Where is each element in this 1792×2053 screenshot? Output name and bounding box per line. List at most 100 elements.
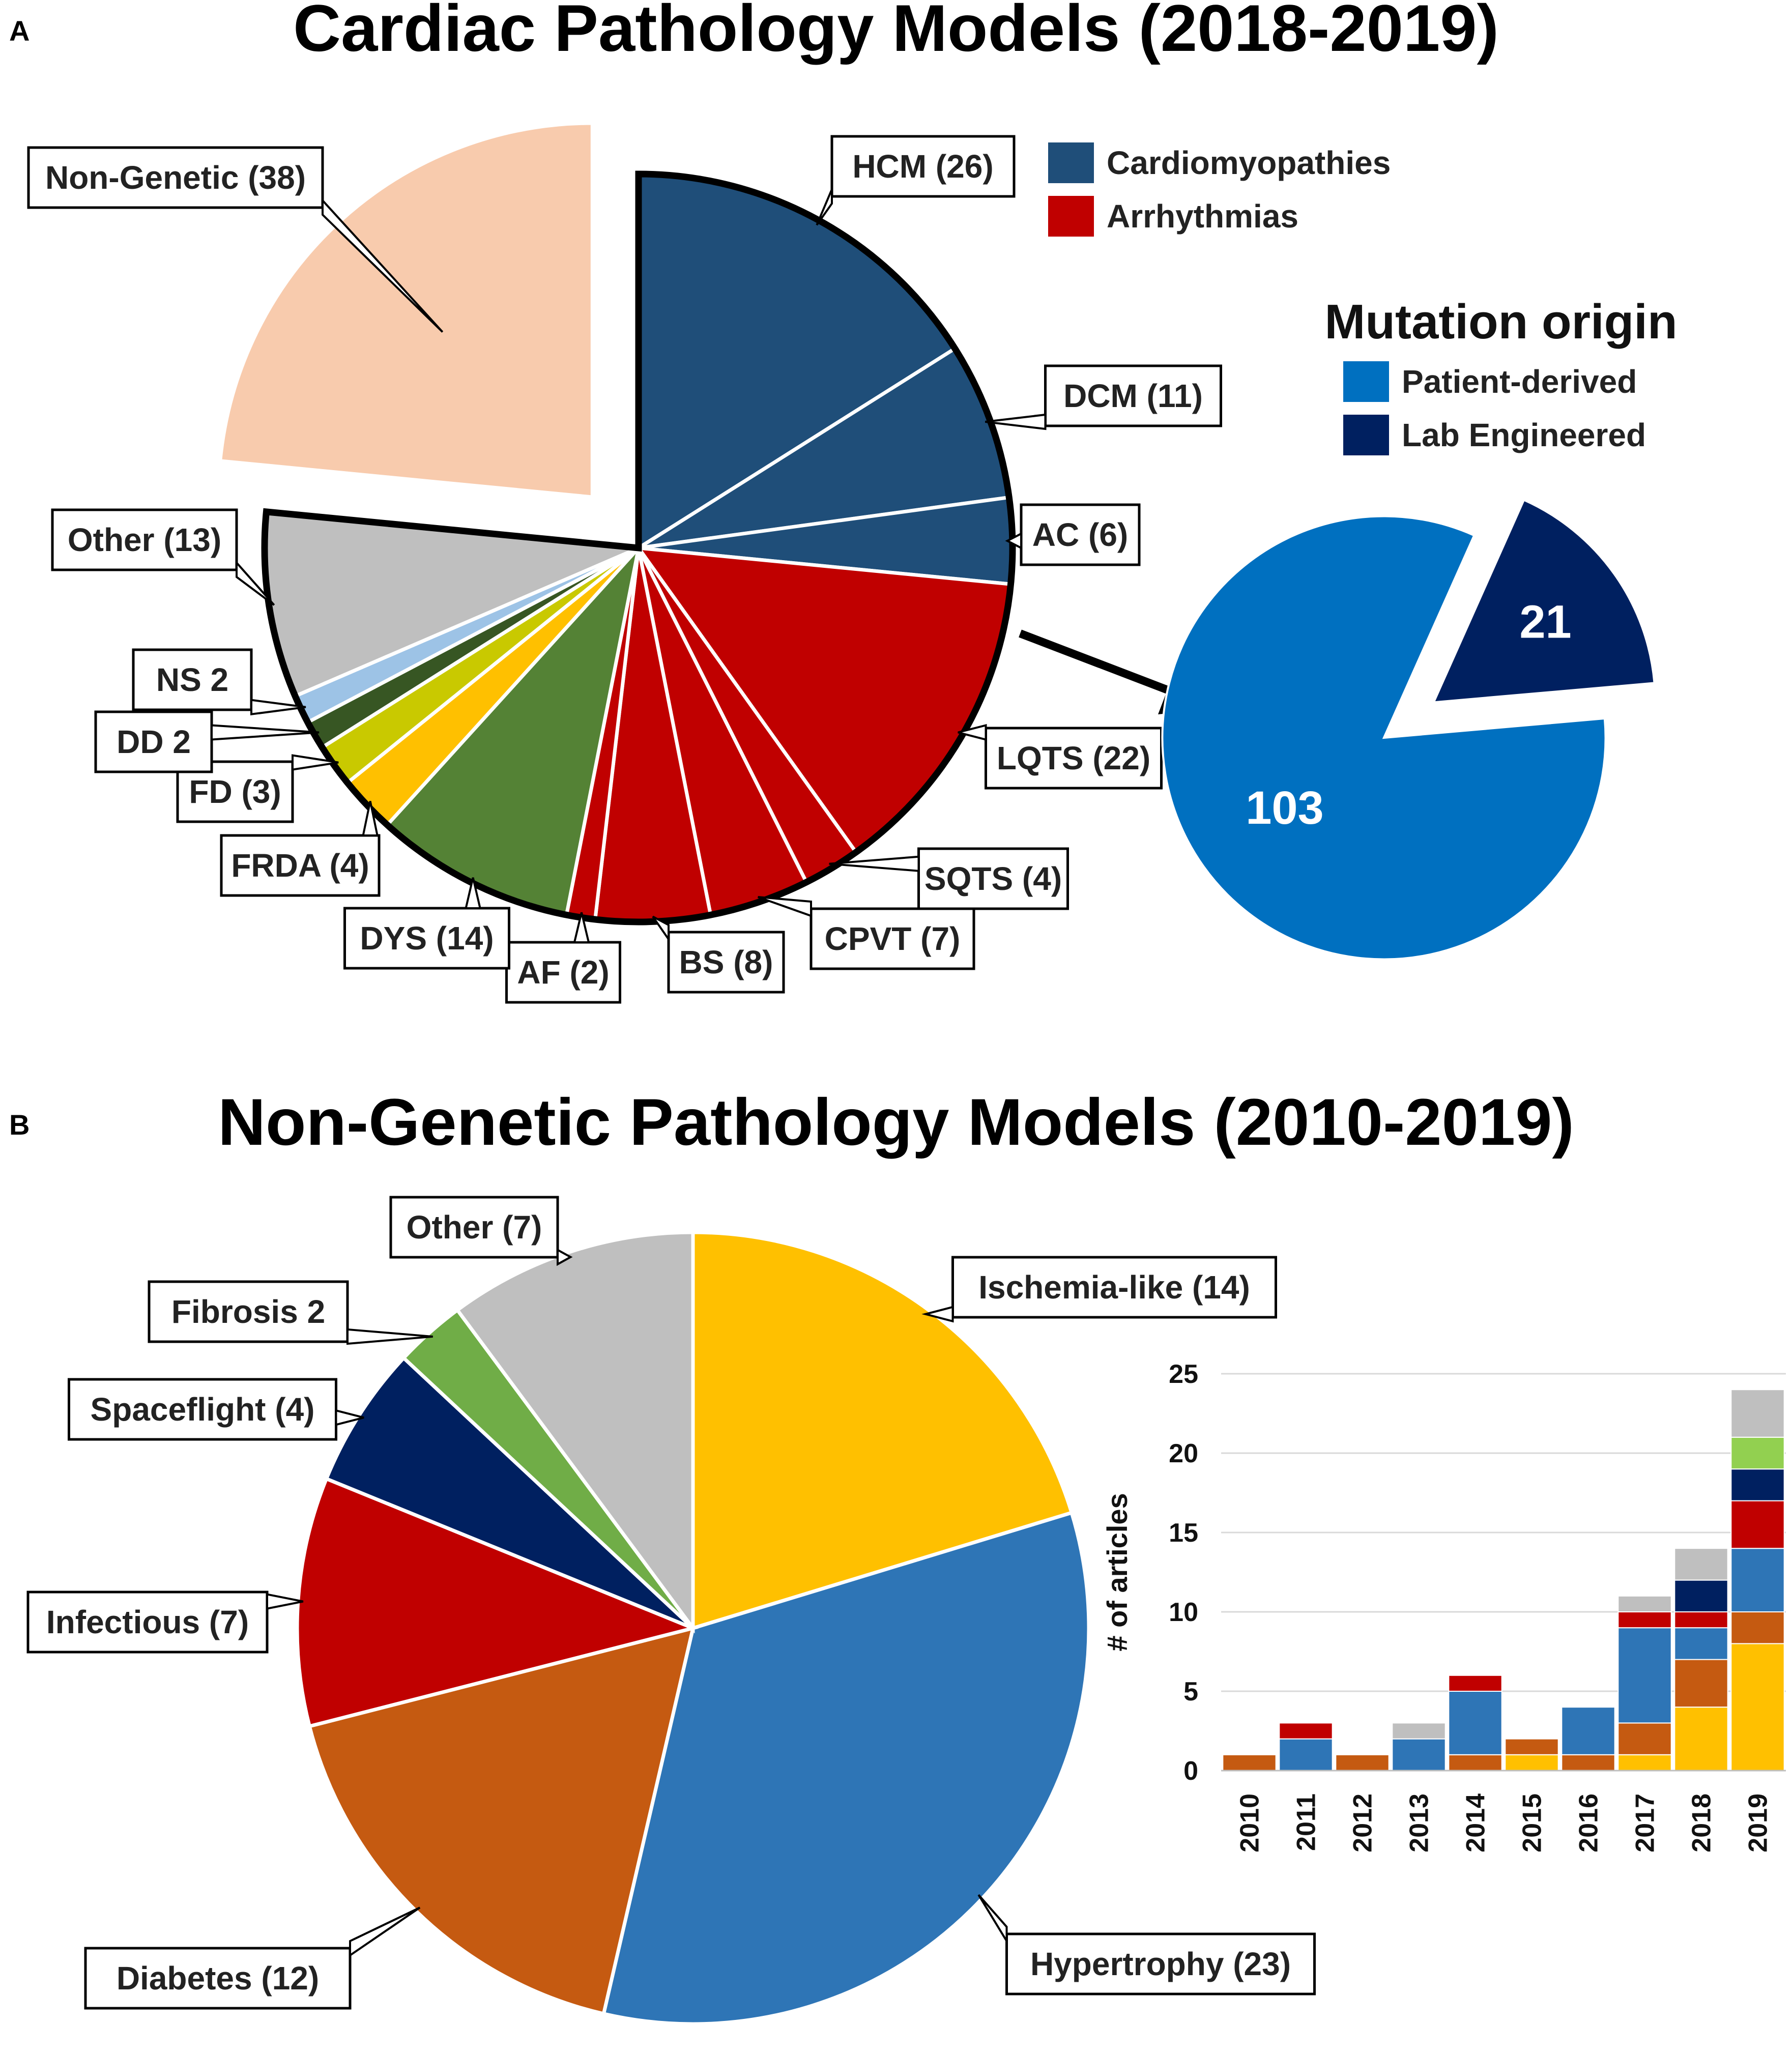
pie-mutation-origin: 103 21 bbox=[1161, 498, 1656, 961]
pie-a-callout-af-pointer bbox=[573, 912, 590, 943]
pie-a-callout-cpvt-pointer bbox=[758, 895, 812, 917]
pie-b-callout-hypertrophy-text: Hypertrophy (23) bbox=[1030, 1946, 1291, 1982]
pie-origin-value-lab-engineered: 21 bbox=[1519, 596, 1571, 648]
pie-a-callout-dys: DYS (14) bbox=[343, 877, 510, 970]
pie-a-callout-bs-box bbox=[667, 931, 785, 994]
pie-a-callout-fd-text: FD (3) bbox=[189, 773, 281, 810]
pie-a-callout-hcm-text: HCM (26) bbox=[852, 148, 993, 185]
pie-b-callout-infectious-text: Infectious (7) bbox=[46, 1604, 249, 1640]
pie-b-callout-hypertrophy-pointer bbox=[977, 1894, 1008, 1945]
pie-a-callout-cpvt: CPVT (7) bbox=[758, 895, 975, 970]
bar-2013-other bbox=[1392, 1722, 1446, 1740]
bar-2017-hypertrophy bbox=[1617, 1627, 1672, 1724]
pie-origin-value-patient-derived: 103 bbox=[1246, 782, 1324, 834]
bar-2019-fibrosis bbox=[1730, 1436, 1785, 1470]
x-tick-label: 2016 bbox=[1574, 1794, 1604, 1853]
pie-b-callout-ischemia-like-box bbox=[951, 1256, 1277, 1319]
pie-b-callout-fibrosis-pointer bbox=[346, 1328, 433, 1345]
pie-b-callout-diabetes-box bbox=[84, 1947, 352, 2010]
pie-a-callout-dcm-pointer bbox=[985, 413, 1047, 430]
bar-2017-infectious bbox=[1617, 1611, 1672, 1629]
legend-swatch-cardiomyopathies bbox=[1048, 142, 1094, 183]
pie-b-callout-spaceflight: Spaceflight (4) bbox=[68, 1378, 364, 1441]
pie-a-callout-frda-pointer bbox=[362, 801, 379, 836]
pie-a-callout-dd-pointer bbox=[211, 724, 320, 741]
pie-b-callout-ischemia-like: Ischemia-like (14) bbox=[921, 1256, 1277, 1323]
pie-b-callout-ischemia-like-text: Ischemia-like (14) bbox=[978, 1269, 1250, 1306]
pie-b-callout-fibrosis: Fibrosis 2 bbox=[148, 1280, 433, 1345]
y-tick-label: 20 bbox=[1169, 1439, 1198, 1468]
bar-2015-ischemia-like bbox=[1505, 1754, 1559, 1772]
pie-a-callout-other-pointer bbox=[236, 560, 275, 606]
legend-label-arrhythmias: Arrhythmias bbox=[1107, 198, 1298, 235]
bar-2017-ischemia-like bbox=[1617, 1754, 1672, 1772]
pie-a-callout-af-text: AF (2) bbox=[517, 954, 609, 991]
bar-2019-ischemia-like bbox=[1730, 1643, 1785, 1771]
pie-a-callout-hcm: HCM (26) bbox=[816, 135, 1016, 226]
pie-a-callout-dcm: DCM (11) bbox=[985, 364, 1222, 430]
pie-a-callout-sqts-box bbox=[917, 847, 1069, 910]
pie-a-callout-non-genetic: Non-Genetic (38) bbox=[27, 146, 444, 333]
x-tick-label: 2013 bbox=[1405, 1794, 1434, 1853]
y-tick-label: 15 bbox=[1169, 1518, 1198, 1548]
pie-a-callout-ac-text: AC (6) bbox=[1032, 516, 1128, 553]
pie-a-callout-dys-text: DYS (14) bbox=[360, 920, 494, 957]
bar-2019-hypertrophy bbox=[1730, 1548, 1785, 1612]
pie-a-callout-lqts-box bbox=[985, 727, 1163, 790]
x-tick-label: 2015 bbox=[1518, 1794, 1547, 1853]
pie-a-callout-ac-box bbox=[1020, 503, 1141, 566]
pie-a-callout-lqts: LQTS (22) bbox=[958, 724, 1163, 790]
bar-2016-hypertrophy bbox=[1561, 1707, 1615, 1755]
bar-2019-diabetes bbox=[1730, 1611, 1785, 1644]
legend-label-patient-derived: Patient-derived bbox=[1402, 363, 1637, 400]
x-tick-label: 2017 bbox=[1631, 1794, 1660, 1853]
bar-2011-hypertrophy bbox=[1279, 1738, 1333, 1772]
pie-a-callout-ac: AC (6) bbox=[1005, 503, 1141, 566]
pie-a-genetic-outline bbox=[261, 170, 1016, 926]
panel-b-title: Non-Genetic Pathology Models (2010-2019) bbox=[218, 1085, 1574, 1159]
pie-b-callout-other: Other (7) bbox=[389, 1196, 573, 1266]
bar-2011-infectious bbox=[1279, 1722, 1333, 1740]
pie-b-callout-diabetes-text: Diabetes (12) bbox=[117, 1960, 319, 1997]
x-tick-label: 2011 bbox=[1292, 1794, 1321, 1851]
pie-a-callout-bs-pointer bbox=[652, 915, 670, 943]
pie-a-callout-hcm-pointer bbox=[816, 189, 833, 226]
legend-swatch-lab-engineered bbox=[1343, 415, 1389, 455]
pie-b-callout-other-pointer bbox=[557, 1248, 573, 1266]
pie-b-callout-spaceflight-text: Spaceflight (4) bbox=[91, 1391, 315, 1428]
bar-2018-other bbox=[1674, 1548, 1728, 1581]
bar-2018-spaceflight bbox=[1674, 1579, 1728, 1613]
legend-label-lab-engineered: Lab Engineered bbox=[1402, 417, 1646, 453]
pie-cardiac-pathology: HCM (26) DCM (11) AC (6) LQTS (22) SQTS (4) C… bbox=[27, 121, 1222, 1004]
pie-b-callout-diabetes: Diabetes (12) bbox=[84, 1906, 421, 2010]
legend-swatch-patient-derived bbox=[1343, 361, 1389, 402]
pie-a-callout-cpvt-text: CPVT (7) bbox=[825, 920, 961, 957]
pie-a-callout-other-box bbox=[51, 508, 238, 571]
pie-a-callout-dys-pointer bbox=[465, 877, 482, 909]
panel-a-title: Cardiac Pathology Models (2018-2019) bbox=[293, 0, 1499, 65]
pie-b-callout-infectious-box bbox=[26, 1591, 269, 1654]
pie-a-callout-lqts-pointer bbox=[958, 724, 987, 741]
pie-a-callout-ns: NS 2 bbox=[132, 648, 306, 716]
pie-b-callout-diabetes-pointer bbox=[349, 1906, 421, 1957]
pie-a-callout-ns-box bbox=[132, 648, 253, 711]
panel-b-letter: B bbox=[9, 1109, 30, 1141]
pie-a-callout-ac-pointer bbox=[1005, 532, 1022, 550]
pie-b-callout-fibrosis-box bbox=[148, 1280, 349, 1343]
bar-2014-hypertrophy bbox=[1448, 1691, 1502, 1755]
pie-a-callout-lqts-text: LQTS (22) bbox=[997, 740, 1150, 776]
x-tick-label: 2010 bbox=[1235, 1794, 1265, 1853]
bar-chart-articles-per-year: 0 5 10 15 20 25 # of articles 2010 2011 2012 2013 2… bbox=[1101, 1360, 1786, 1853]
pie-a-callout-dd-box bbox=[94, 710, 213, 773]
mutation-origin-title: Mutation origin bbox=[1324, 295, 1677, 349]
bar-2010-diabetes bbox=[1222, 1754, 1277, 1772]
pie-a-callout-non-genetic-pointer bbox=[322, 197, 444, 333]
pie-a-callout-dcm-box bbox=[1044, 364, 1222, 427]
pie-a-callout-ns-pointer bbox=[250, 699, 306, 716]
y-axis-title: # of articles bbox=[1101, 1493, 1133, 1651]
bar-2018-ischemia-like bbox=[1674, 1707, 1728, 1771]
pie-a-callout-sqts-text: SQTS (4) bbox=[924, 860, 1062, 897]
mutation-origin-legend: Mutation origin Patient-derived Lab Engi… bbox=[1324, 295, 1678, 455]
pie-b-callout-infectious: Infectious (7) bbox=[26, 1591, 304, 1654]
